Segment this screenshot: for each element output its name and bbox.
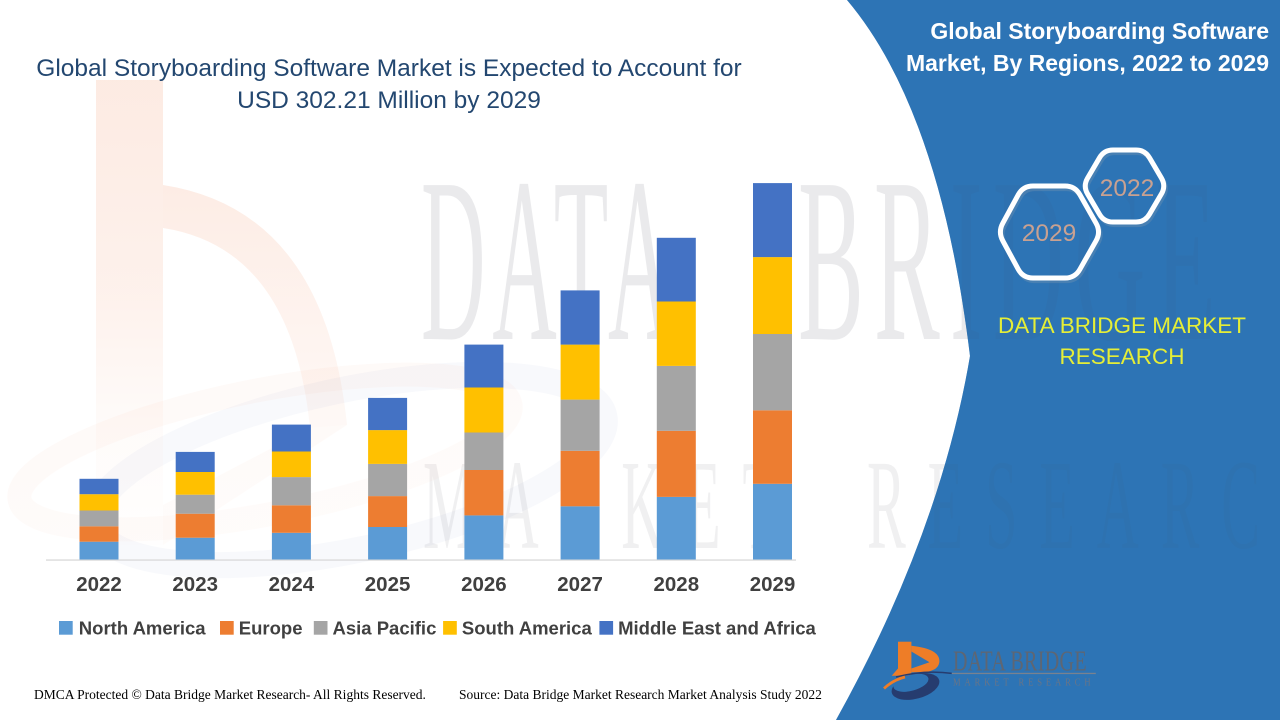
svg-text:Asia Pacific: Asia Pacific [333, 618, 437, 639]
svg-text:2023: 2023 [172, 573, 218, 596]
svg-text:Global Storyboarding Software: Global Storyboarding Software [930, 18, 1269, 44]
svg-text:DMCA Protected © Data Bridge M: DMCA Protected © Data Bridge Market Rese… [34, 687, 426, 702]
svg-text:Market, By Regions, 2022 to 20: Market, By Regions, 2022 to 2029 [906, 50, 1269, 76]
svg-text:2026: 2026 [461, 573, 507, 596]
svg-text:2025: 2025 [365, 573, 411, 596]
svg-text:DATA: DATA [421, 131, 679, 390]
svg-text:2024: 2024 [269, 573, 315, 596]
svg-text:Global Storyboarding Software: Global Storyboarding Software Market is … [36, 55, 741, 82]
svg-text:USD 302.21 Million by 2029: USD 302.21 Million by 2029 [237, 87, 541, 114]
svg-text:Middle East and Africa: Middle East and Africa [618, 618, 816, 639]
svg-text:MARKET RESEARCH: MARKET RESEARCH [953, 677, 1094, 689]
svg-text:DATA BRIDGE MARKET: DATA BRIDGE MARKET [998, 313, 1246, 338]
svg-text:2027: 2027 [557, 573, 603, 596]
svg-text:DATA BRIDGE: DATA BRIDGE [953, 646, 1087, 677]
svg-text:2029: 2029 [1022, 220, 1077, 247]
svg-text:North America: North America [79, 618, 207, 639]
svg-text:2028: 2028 [653, 573, 699, 596]
svg-text:South America: South America [462, 618, 593, 639]
svg-text:Source: Data Bridge Market Res: Source: Data Bridge Market Research Mark… [459, 687, 822, 702]
svg-text:Europe: Europe [239, 618, 303, 639]
svg-text:RESEARCH: RESEARCH [1059, 344, 1184, 369]
svg-text:2022: 2022 [76, 573, 122, 596]
svg-text:2029: 2029 [750, 573, 796, 596]
svg-text:2022: 2022 [1100, 175, 1155, 202]
